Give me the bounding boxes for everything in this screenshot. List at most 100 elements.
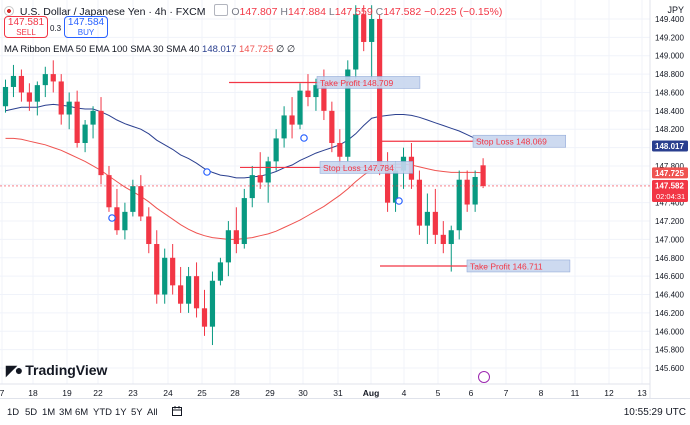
countdown-label: 02:04:31 [656,192,685,201]
event-markers [108,134,403,222]
candle-body [225,230,231,263]
candle [377,14,383,176]
candle [50,60,56,93]
candle [337,129,343,166]
range-5y-button[interactable]: 5Y [131,407,143,418]
price-tick-label: 148.800 [655,70,684,79]
event-marker-icon [108,214,116,222]
range-5d-button[interactable]: 5D [25,407,38,418]
candle-body [170,257,176,286]
range-1d-button[interactable]: 1D [7,407,20,418]
candle-body [289,115,295,125]
candle [249,165,255,208]
candle [305,74,311,107]
candle-body [464,179,470,205]
candle [193,262,200,318]
indicator-legend[interactable]: MA Ribbon EMA 50 EMA 100 SMA 30 SMA 40 1… [4,44,295,55]
candle-body [18,75,25,93]
eye-icon[interactable] [214,4,229,16]
candle-body [66,101,72,115]
calendar-icon[interactable] [172,406,182,416]
candle-body [146,216,152,245]
low-label: L [328,6,335,18]
candle [233,207,239,254]
price-axis-label: 147.725 [652,167,688,179]
candle-body [281,115,287,139]
range-6m-button[interactable]: 6M [75,407,89,418]
tradingview-mark-icon: ◤● [6,362,23,378]
time-tick-label: 7 [504,388,509,398]
candle-body [98,110,104,176]
utc-clock[interactable]: 10:55:29 UTC [623,407,686,418]
sell-price: 147.581 [7,17,45,28]
time-tick-label: 18 [28,388,38,398]
candle-body [90,110,96,125]
candle [82,120,88,153]
candle [448,225,454,272]
range-1y-button[interactable]: 1Y [115,407,127,418]
candle-body [377,19,383,171]
close-label: C [375,6,384,18]
candle-body [305,90,311,98]
candle-body [130,186,136,212]
candle-body [50,74,56,82]
order-level: Stop Loss 148.069 [382,134,566,148]
sell-button[interactable]: 147.581 SELL [4,16,48,38]
order-level-label-box [316,76,421,89]
candle [2,79,9,113]
order-level: Take Profit 148.709 [229,76,421,89]
candle [480,158,486,189]
ema100-value: 147.725 [239,44,274,55]
candle [432,188,438,245]
candle-body [480,165,486,186]
time-tick-label: 29 [265,388,275,398]
candle-body [122,211,128,231]
range-all-button[interactable]: All [147,407,158,418]
candle [42,66,48,98]
price-tick-label: 148.600 [655,88,684,97]
candle [464,170,470,212]
candle-body [193,276,200,309]
time-tick-label: 23 [128,388,138,398]
sma30-value: ∅ [276,44,285,55]
candle [289,97,295,139]
time-tick-label: 11 [571,388,580,398]
candle-body [114,207,120,231]
candle [10,64,17,98]
candle-body [58,81,64,115]
candle [201,289,208,336]
buy-button[interactable]: 147.584 BUY [64,16,108,38]
candle [26,83,32,111]
candle-body [217,262,224,281]
time-tick-label: 28 [230,388,240,398]
order-level-label: Take Profit 148.709 [320,78,394,88]
price-tick-label: 146.200 [655,309,684,318]
range-ytd-button[interactable]: YTD [93,407,112,418]
time-tick-label: Aug [363,388,380,398]
high-value: 147.884 [288,6,326,18]
price-tick-label: 147.000 [655,235,684,244]
symbol-title[interactable]: U.S. Dollar / Japanese Yen · 4h · FXCM [19,6,206,18]
replay-icon[interactable] [478,371,490,383]
candle-body [26,92,32,102]
price-axis-label: 147.582 02:04:31 [652,179,688,202]
candle [162,248,168,304]
bottom-toolbar: 1D 5D 1M 3M 6M YTD 1Y 5Y All 10:55:29 UT… [0,398,690,425]
currency-label[interactable]: JPY [667,5,684,15]
candle [18,69,25,102]
range-1m-button[interactable]: 1M [42,407,56,418]
order-level-label: Stop Loss 147.784 [323,163,394,173]
candle-body [297,90,303,125]
range-3m-button[interactable]: 3M [59,407,73,418]
price-tick-label: 145.600 [655,364,684,373]
price-tick-label: 148.400 [655,107,684,116]
tradingview-logo[interactable]: ◤● TradingView [6,362,107,379]
price-tick-label: 149.400 [655,15,684,24]
time-tick-label: 7 [0,388,5,398]
time-tick-label: 25 [197,388,207,398]
order-levels-group: Take Profit 148.709 Stop Loss 147.784 Stop… [0,76,650,273]
candle [297,83,303,130]
order-level-label-box [466,259,571,273]
candle-body [74,101,80,143]
